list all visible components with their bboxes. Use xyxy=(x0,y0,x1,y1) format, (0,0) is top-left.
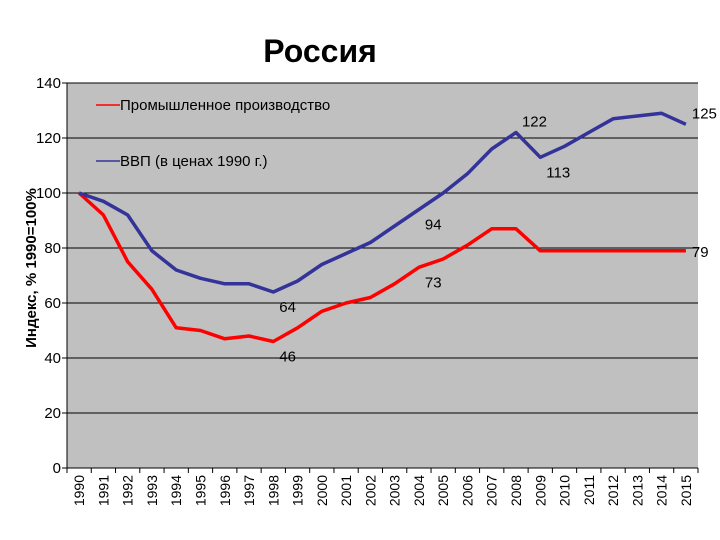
data-label: 125 xyxy=(692,105,717,122)
y-tick-label: 60 xyxy=(44,295,61,312)
data-label: 94 xyxy=(425,217,442,234)
x-tick-label: 1991 xyxy=(95,475,111,506)
y-tick-label: 80 xyxy=(44,240,61,257)
x-tick-label: 1998 xyxy=(265,475,281,506)
y-tick-label: 120 xyxy=(36,130,61,147)
x-tick-label: 2005 xyxy=(435,475,451,506)
x-tick-label: 2006 xyxy=(459,475,475,506)
x-tick-label: 2012 xyxy=(605,475,621,506)
x-tick-label: 2009 xyxy=(532,475,548,506)
series-line-industrial-production xyxy=(77,191,686,344)
x-tick-label: 2011 xyxy=(581,475,597,505)
x-tick-label: 2000 xyxy=(314,475,330,506)
x-tick-label: 2010 xyxy=(557,475,573,506)
chart-title: Россия xyxy=(263,33,377,69)
x-tick-label: 2013 xyxy=(629,475,645,506)
x-tick-label: 2004 xyxy=(411,475,427,506)
x-tick-label: 2001 xyxy=(338,475,354,506)
x-tick-label: 1994 xyxy=(168,475,184,506)
x-tick-label: 1992 xyxy=(120,475,136,506)
data-label: 113 xyxy=(546,164,570,181)
x-tick-label: 1993 xyxy=(144,475,160,506)
legend-label-gdp: ВВП (в ценах 1990 г.) xyxy=(120,153,268,170)
data-label: 122 xyxy=(522,114,547,131)
y-axis-label: Индекс, % 1990=100% xyxy=(23,188,40,348)
x-tick-label: 2015 xyxy=(678,475,694,506)
x-tick-label: 1996 xyxy=(217,475,233,506)
x-tick-label: 2003 xyxy=(387,475,403,506)
x-tick-label: 2002 xyxy=(362,475,378,506)
x-tick-label: 2008 xyxy=(508,475,524,506)
plot-area: 0 20 40 60 80 100 120 140 1990 1991 1992 1993 1994 19… xyxy=(36,75,717,506)
legend: Промышленное производство ВВП (в ценах 1… xyxy=(96,97,330,170)
data-label: 73 xyxy=(425,274,442,291)
y-tick-label: 100 xyxy=(36,185,61,202)
x-tick-label: 2007 xyxy=(484,475,500,506)
y-tick-label: 140 xyxy=(36,75,61,92)
plot-background xyxy=(67,83,698,468)
series-line-gdp xyxy=(78,111,687,294)
y-tick-label: 40 xyxy=(44,350,61,367)
data-label: 64 xyxy=(279,299,296,316)
x-tick-label: 1997 xyxy=(241,475,257,506)
x-tick-label: 1995 xyxy=(192,475,208,506)
data-label: 79 xyxy=(692,244,709,261)
y-tick-label: 0 xyxy=(53,460,61,477)
x-tick-label: 2014 xyxy=(654,475,670,506)
legend-label-industry: Промышленное производство xyxy=(120,97,330,114)
y-tick-label: 20 xyxy=(44,405,61,422)
data-label: 46 xyxy=(279,349,296,366)
x-tick-label: 1999 xyxy=(290,475,306,506)
x-tick-label: 1990 xyxy=(71,475,87,506)
